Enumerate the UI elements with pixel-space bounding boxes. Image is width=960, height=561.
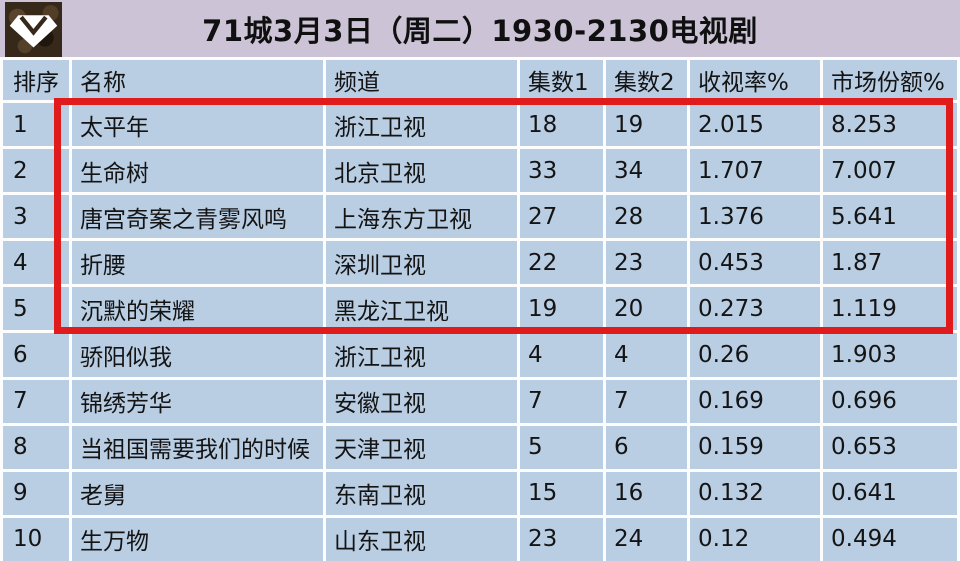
cell-ep2: 19 (606, 103, 687, 147)
cell-rating: 0.273 (690, 287, 820, 331)
cell-share: 1.903 (823, 333, 957, 377)
cell-ep2: 28 (606, 195, 687, 239)
cell-rating: 0.169 (690, 379, 820, 423)
cell-rating: 1.376 (690, 195, 820, 239)
cell-channel: 北京卫视 (326, 149, 517, 193)
cell-channel: 黑龙江卫视 (326, 287, 517, 331)
cell-name: 骄阳似我 (72, 333, 323, 377)
cell-rank: 3 (3, 195, 69, 239)
cell-channel: 浙江卫视 (326, 103, 517, 147)
header-name: 名称 (72, 60, 323, 100)
header-share: 市场份额% (823, 60, 957, 100)
cell-name: 唐宫奇案之青雾风鸣 (72, 195, 323, 239)
cell-channel: 山东卫视 (326, 517, 517, 561)
cell-share: 5.641 (823, 195, 957, 239)
cell-channel: 安徽卫视 (326, 379, 517, 423)
cell-share: 0.653 (823, 425, 957, 469)
cell-channel: 东南卫视 (326, 471, 517, 515)
title-bar: 71城3月3日（周二）1930-2130电视剧 (0, 0, 960, 57)
cell-ep2: 7 (606, 379, 687, 423)
cell-ep1: 18 (520, 103, 603, 147)
cell-name: 太平年 (72, 103, 323, 147)
cell-name: 生命树 (72, 149, 323, 193)
cell-rank: 1 (3, 103, 69, 147)
cell-rating: 0.12 (690, 517, 820, 561)
cell-ep2: 34 (606, 149, 687, 193)
cell-ep2: 4 (606, 333, 687, 377)
cell-rating: 0.26 (690, 333, 820, 377)
cell-name: 折腰 (72, 241, 323, 285)
cell-share: 1.87 (823, 241, 957, 285)
cell-channel: 深圳卫视 (326, 241, 517, 285)
cell-rank: 8 (3, 425, 69, 469)
cell-name: 老舅 (72, 471, 323, 515)
cell-rank: 7 (3, 379, 69, 423)
cell-channel: 上海东方卫视 (326, 195, 517, 239)
header-rank: 排序 (3, 60, 69, 100)
cell-ep1: 5 (520, 425, 603, 469)
ratings-table: 排序 名称 频道 集数1 集数2 收视率% 市场份额% 1 太平年 浙江卫视 1… (0, 57, 960, 561)
cell-share: 0.696 (823, 379, 957, 423)
cell-share: 8.253 (823, 103, 957, 147)
cell-name: 沉默的荣耀 (72, 287, 323, 331)
cell-rank: 10 (3, 517, 69, 561)
cell-rank: 9 (3, 471, 69, 515)
cell-share: 1.119 (823, 287, 957, 331)
cell-ep2: 23 (606, 241, 687, 285)
cell-ep1: 4 (520, 333, 603, 377)
cell-ep2: 20 (606, 287, 687, 331)
cell-ep1: 15 (520, 471, 603, 515)
cell-name: 生万物 (72, 517, 323, 561)
cell-share: 0.494 (823, 517, 957, 561)
cell-share: 7.007 (823, 149, 957, 193)
page-title: 71城3月3日（周二）1930-2130电视剧 (202, 13, 758, 48)
cell-ep1: 33 (520, 149, 603, 193)
header-ep1: 集数1 (520, 60, 603, 100)
header-channel: 频道 (326, 60, 517, 100)
header-ep2: 集数2 (606, 60, 687, 100)
cell-share: 0.641 (823, 471, 957, 515)
cell-rating: 0.159 (690, 425, 820, 469)
cell-ep2: 6 (606, 425, 687, 469)
cell-name: 锦绣芳华 (72, 379, 323, 423)
header-rating: 收视率% (690, 60, 820, 100)
cell-rank: 4 (3, 241, 69, 285)
cell-rank: 6 (3, 333, 69, 377)
cell-rank: 2 (3, 149, 69, 193)
cell-ep2: 16 (606, 471, 687, 515)
cell-rank: 5 (3, 287, 69, 331)
cell-channel: 天津卫视 (326, 425, 517, 469)
cell-rating: 2.015 (690, 103, 820, 147)
cell-ep1: 23 (520, 517, 603, 561)
cell-ep1: 7 (520, 379, 603, 423)
cell-rating: 1.707 (690, 149, 820, 193)
cell-name: 当祖国需要我们的时候 (72, 425, 323, 469)
cell-channel: 浙江卫视 (326, 333, 517, 377)
diamond-logo-icon (5, 2, 62, 57)
cell-rating: 0.453 (690, 241, 820, 285)
cell-ep1: 19 (520, 287, 603, 331)
cell-ep1: 22 (520, 241, 603, 285)
cell-ep1: 27 (520, 195, 603, 239)
cell-ep2: 24 (606, 517, 687, 561)
cell-rating: 0.132 (690, 471, 820, 515)
